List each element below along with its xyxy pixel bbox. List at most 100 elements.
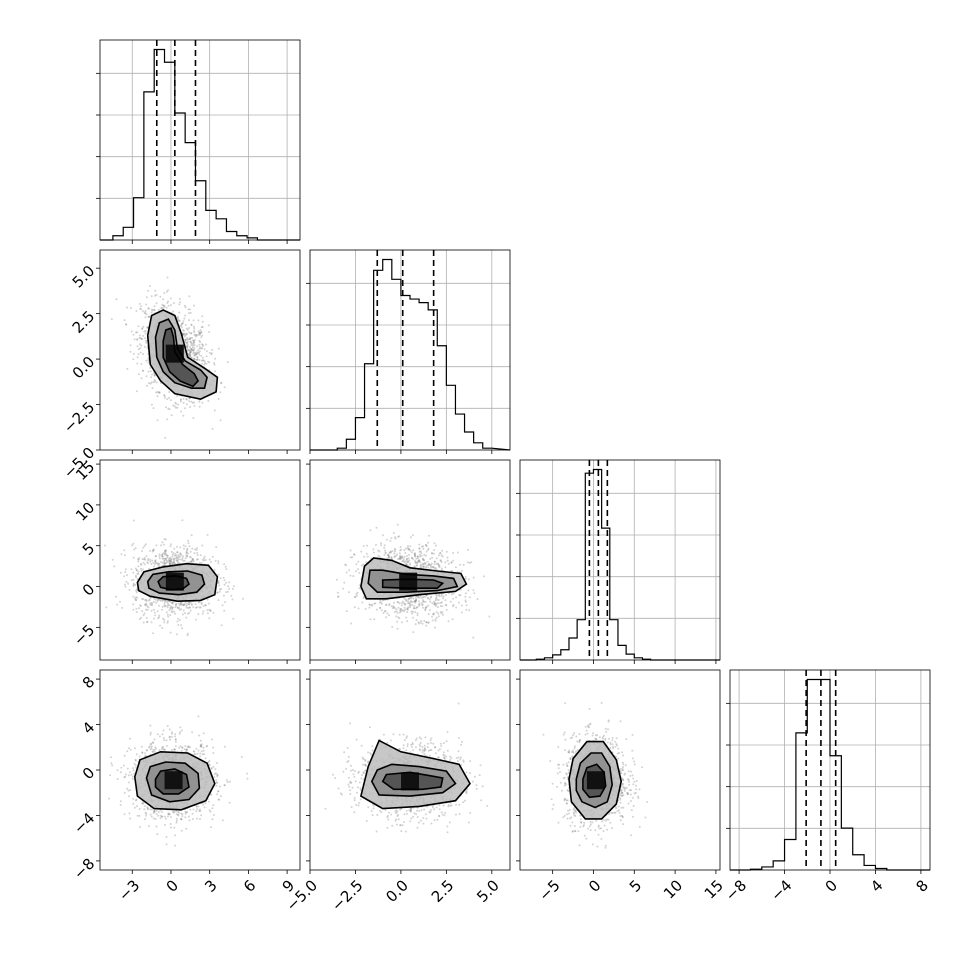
scatter-point bbox=[198, 810, 201, 812]
scatter-point bbox=[404, 547, 407, 550]
scatter-point bbox=[168, 561, 171, 564]
scatter-point bbox=[355, 563, 358, 566]
scatter-point bbox=[177, 319, 180, 322]
scatter-point bbox=[224, 601, 226, 604]
scatter-point bbox=[421, 604, 424, 607]
scatter-point bbox=[444, 561, 447, 564]
scatter-point bbox=[435, 611, 438, 614]
scatter-point bbox=[155, 601, 158, 604]
scatter-point bbox=[184, 338, 187, 341]
scatter-point bbox=[433, 542, 436, 545]
scatter-point bbox=[133, 352, 135, 355]
scatter-point bbox=[432, 552, 435, 555]
scatter-point bbox=[190, 560, 193, 563]
scatter-point bbox=[446, 556, 449, 559]
scatter-point bbox=[185, 397, 188, 400]
scatter-point bbox=[342, 587, 345, 590]
scatter-point bbox=[135, 611, 138, 614]
scatter-point bbox=[166, 604, 169, 607]
scatter-point bbox=[188, 337, 191, 340]
scatter-point bbox=[189, 353, 192, 356]
scatter-point bbox=[179, 603, 182, 606]
scatter-point bbox=[129, 350, 132, 353]
scatter-point bbox=[135, 596, 137, 599]
scatter-point bbox=[165, 745, 168, 747]
scatter-point bbox=[405, 558, 408, 560]
scatter-point bbox=[389, 550, 392, 553]
scatter-point bbox=[393, 547, 396, 550]
scatter-point bbox=[154, 289, 157, 292]
scatter-point bbox=[150, 381, 153, 384]
scatter-point bbox=[219, 419, 222, 422]
scatter-point bbox=[207, 360, 210, 363]
scatter-point bbox=[183, 335, 186, 338]
density-fill-2 bbox=[163, 328, 199, 387]
scatter-point bbox=[419, 561, 422, 564]
scatter-point bbox=[185, 616, 188, 619]
scatter-point bbox=[405, 599, 407, 602]
scatter-point bbox=[139, 604, 141, 607]
scatter-point bbox=[420, 564, 423, 567]
scatter-point bbox=[404, 603, 407, 606]
scatter-point bbox=[398, 558, 401, 561]
scatter-point bbox=[185, 327, 188, 330]
scatter-point bbox=[358, 587, 361, 590]
scatter-point bbox=[160, 608, 163, 611]
scatter-point bbox=[206, 744, 209, 747]
scatter-point bbox=[115, 298, 118, 301]
scatter-point bbox=[170, 816, 172, 818]
scatter-point bbox=[401, 609, 403, 612]
scatter-point bbox=[163, 559, 166, 562]
scatter-point bbox=[191, 547, 194, 550]
scatter-point bbox=[439, 552, 441, 555]
scatter-point bbox=[435, 568, 438, 571]
scatter-point bbox=[158, 557, 161, 560]
scatter-point bbox=[145, 604, 148, 607]
scatter-point bbox=[422, 557, 425, 560]
scatter-point bbox=[366, 555, 369, 558]
scatter-point bbox=[150, 603, 153, 606]
scatter-point bbox=[412, 558, 414, 560]
scatter-point bbox=[435, 603, 438, 606]
scatter-point bbox=[176, 315, 179, 318]
scatter-point bbox=[405, 558, 408, 561]
scatter-point bbox=[409, 545, 412, 548]
scatter-point bbox=[407, 560, 410, 563]
scatter-point bbox=[143, 311, 146, 314]
scatter-point bbox=[191, 604, 193, 606]
scatter-point bbox=[382, 534, 384, 537]
scatter-point bbox=[178, 812, 181, 814]
pair-content-3-0 bbox=[108, 715, 249, 847]
scatter-point bbox=[144, 316, 147, 319]
scatter-point bbox=[421, 603, 424, 606]
scatter-point bbox=[163, 815, 166, 818]
scatter-point bbox=[377, 554, 380, 557]
scatter-point bbox=[168, 728, 171, 731]
scatter-point bbox=[415, 562, 418, 565]
scatter-point bbox=[403, 610, 406, 613]
scatter-point bbox=[136, 362, 139, 365]
scatter-point bbox=[165, 604, 167, 607]
scatter-point bbox=[383, 610, 386, 613]
scatter-point bbox=[392, 605, 395, 608]
scatter-point bbox=[409, 603, 412, 606]
scatter-point bbox=[442, 595, 445, 598]
scatter-point bbox=[193, 753, 196, 755]
scatter-point bbox=[204, 343, 207, 346]
scatter-point bbox=[414, 553, 416, 556]
scatter-point bbox=[379, 601, 382, 604]
scatter-point bbox=[167, 304, 170, 307]
scatter-point bbox=[182, 559, 185, 562]
scatter-point bbox=[171, 602, 174, 605]
scatter-point bbox=[163, 605, 166, 608]
scatter-point bbox=[148, 382, 150, 385]
scatter-point bbox=[409, 549, 412, 552]
scatter-point bbox=[182, 414, 185, 417]
scatter-point bbox=[393, 556, 396, 559]
scatter-point bbox=[455, 606, 458, 609]
scatter-point bbox=[225, 591, 228, 594]
scatter-point bbox=[219, 795, 222, 798]
scatter-point bbox=[462, 563, 465, 566]
scatter-point bbox=[133, 597, 136, 600]
